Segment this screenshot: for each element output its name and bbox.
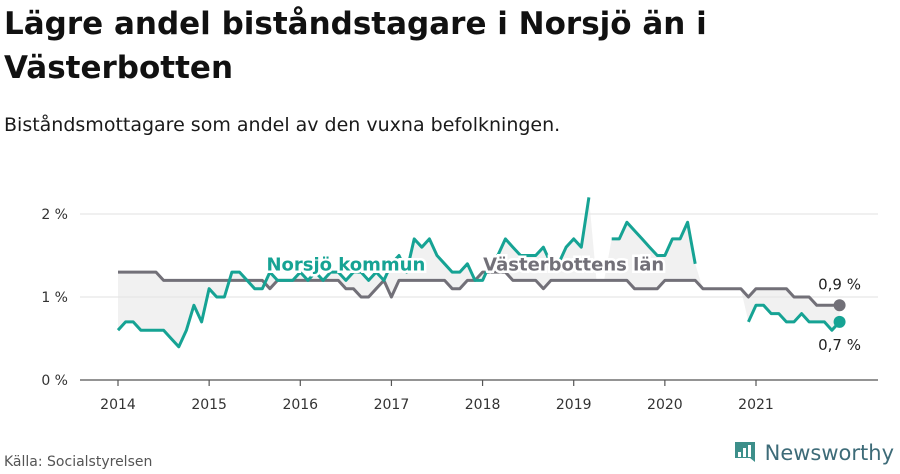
difference-band bbox=[118, 197, 840, 347]
chart-title: Lägre andel biståndstagare i Norsjö än i… bbox=[4, 6, 707, 86]
x-axis: 2014 2015 2016 2017 2018 2019 2020 2021 bbox=[80, 379, 878, 413]
y-tick-label: 2 % bbox=[41, 207, 68, 223]
series-labels: Norsjö kommun Västerbottens län 0,9 % 0,7 % bbox=[264, 252, 861, 354]
series-lines bbox=[116, 197, 846, 349]
x-tick-label: 2021 bbox=[738, 397, 774, 413]
series-label: Västerbottens län bbox=[483, 254, 664, 275]
series-line-norsjo bbox=[747, 303, 841, 332]
series-line-norsjo bbox=[116, 197, 591, 349]
y-tick-label: 0 % bbox=[41, 373, 68, 389]
series-label: Norsjö kommun bbox=[266, 254, 425, 275]
chart-subtitle: Biståndsmottagare som andel av den vuxna… bbox=[4, 114, 561, 136]
x-tick-label: 2020 bbox=[647, 397, 683, 413]
source-note: Källa: Socialstyrelsen bbox=[4, 454, 153, 470]
series-line-vasterbotten bbox=[118, 270, 840, 307]
x-tick-label: 2018 bbox=[465, 397, 501, 413]
band-area bbox=[118, 197, 840, 347]
brand-name: Newsworthy bbox=[764, 441, 894, 465]
x-tick-label: 2016 bbox=[282, 397, 318, 413]
end-point-norsjo bbox=[833, 315, 846, 328]
x-tick-label: 2019 bbox=[556, 397, 592, 413]
y-tick-label: 1 % bbox=[41, 290, 68, 306]
gridlines: 0 % 1 % 2 % bbox=[41, 207, 878, 389]
x-tick-label: 2017 bbox=[374, 397, 410, 413]
end-point-vasterbotten bbox=[833, 299, 846, 312]
x-tick-label: 2014 bbox=[100, 397, 136, 413]
line-chart: 0 %1 %2 % 2014 2015 2016 2017 2018 2019 2020 20… bbox=[41, 197, 878, 413]
series-line-norsjo bbox=[611, 220, 697, 265]
end-label-vasterbotten: 0,9 % bbox=[818, 275, 861, 293]
end-label-norsjo: 0,7 % bbox=[818, 336, 861, 354]
newsworthy-logo-icon bbox=[734, 442, 755, 462]
x-tick-label: 2015 bbox=[191, 397, 227, 413]
brand-logo: Newsworthy bbox=[733, 440, 894, 466]
